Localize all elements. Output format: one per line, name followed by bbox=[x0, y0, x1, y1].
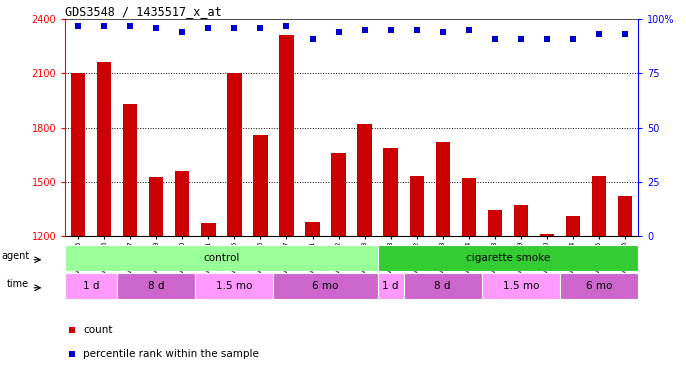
Bar bbox=[196, 273, 274, 299]
Point bbox=[307, 36, 318, 42]
Bar bbox=[514, 205, 528, 384]
Point bbox=[359, 27, 370, 33]
Point bbox=[515, 36, 526, 42]
Text: 6 mo: 6 mo bbox=[586, 281, 612, 291]
Text: 1.5 mo: 1.5 mo bbox=[216, 281, 252, 291]
Text: count: count bbox=[84, 325, 113, 335]
Bar bbox=[117, 273, 196, 299]
Text: cigarette smoke: cigarette smoke bbox=[466, 253, 550, 263]
Bar bbox=[274, 273, 377, 299]
Bar bbox=[383, 149, 398, 384]
Bar bbox=[201, 223, 215, 384]
Point bbox=[67, 351, 78, 357]
Bar bbox=[462, 178, 476, 384]
Bar bbox=[357, 124, 372, 384]
Bar bbox=[377, 245, 638, 271]
Text: 8 d: 8 d bbox=[148, 281, 165, 291]
Point bbox=[437, 29, 448, 35]
Text: 1 d: 1 d bbox=[83, 281, 99, 291]
Bar bbox=[65, 273, 117, 299]
Point bbox=[541, 36, 552, 42]
Bar bbox=[566, 216, 580, 384]
Point bbox=[151, 25, 162, 31]
Point bbox=[593, 31, 604, 38]
Point bbox=[463, 27, 474, 33]
Bar bbox=[305, 222, 320, 384]
Bar bbox=[482, 273, 560, 299]
Bar bbox=[175, 171, 189, 384]
Bar bbox=[97, 62, 111, 384]
Point bbox=[125, 23, 136, 29]
Bar bbox=[436, 142, 450, 384]
Bar bbox=[149, 177, 163, 384]
Bar bbox=[540, 234, 554, 384]
Bar bbox=[410, 177, 424, 384]
Point bbox=[255, 25, 266, 31]
Text: 1 d: 1 d bbox=[382, 281, 399, 291]
Point bbox=[99, 23, 110, 29]
Bar bbox=[488, 210, 502, 384]
Point bbox=[281, 23, 292, 29]
Bar bbox=[227, 73, 241, 384]
Point bbox=[489, 36, 500, 42]
Text: 8 d: 8 d bbox=[434, 281, 451, 291]
Bar bbox=[253, 135, 268, 384]
Bar bbox=[560, 273, 638, 299]
Bar bbox=[331, 153, 346, 384]
Text: GDS3548 / 1435517_x_at: GDS3548 / 1435517_x_at bbox=[65, 5, 222, 18]
Point bbox=[411, 27, 422, 33]
Bar bbox=[71, 73, 85, 384]
Bar bbox=[65, 245, 377, 271]
Text: time: time bbox=[7, 280, 29, 290]
Bar bbox=[592, 177, 606, 384]
Point bbox=[567, 36, 578, 42]
Bar bbox=[618, 196, 632, 384]
Bar bbox=[279, 35, 294, 384]
Text: 6 mo: 6 mo bbox=[312, 281, 339, 291]
Point bbox=[73, 23, 84, 29]
Text: agent: agent bbox=[1, 252, 29, 262]
Bar bbox=[403, 273, 482, 299]
Point bbox=[229, 25, 240, 31]
Bar bbox=[377, 273, 403, 299]
Point bbox=[333, 29, 344, 35]
Point bbox=[177, 29, 188, 35]
Point bbox=[385, 27, 396, 33]
Bar bbox=[123, 104, 137, 384]
Point bbox=[203, 25, 214, 31]
Text: control: control bbox=[203, 253, 239, 263]
Text: percentile rank within the sample: percentile rank within the sample bbox=[84, 349, 259, 359]
Point bbox=[67, 327, 78, 333]
Point bbox=[619, 31, 630, 38]
Text: 1.5 mo: 1.5 mo bbox=[503, 281, 539, 291]
